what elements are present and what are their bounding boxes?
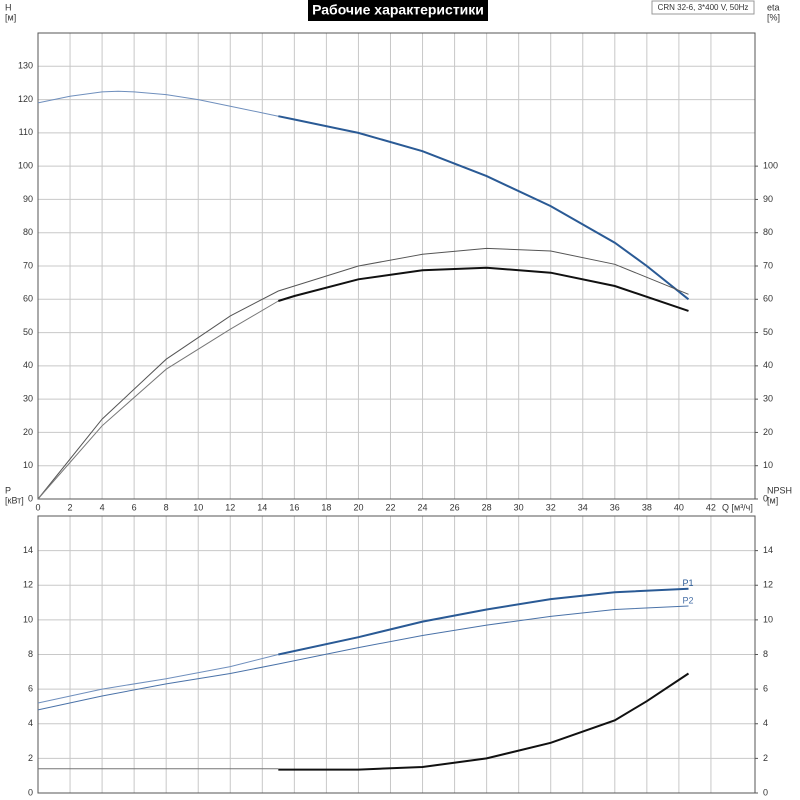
- curve: [37, 300, 279, 500]
- y-tick-label: 90: [23, 194, 33, 204]
- x-tick-label: 6: [132, 502, 137, 512]
- y-tick-label: 20: [23, 427, 33, 437]
- y-tick-label: 50: [23, 327, 33, 337]
- x-tick-label: 4: [100, 502, 105, 512]
- x-tick-label: 26: [450, 502, 460, 512]
- y-tick-label: 14: [23, 545, 33, 555]
- curve-label: P1: [683, 578, 694, 588]
- y-tick-label: 6: [28, 684, 33, 694]
- x-tick-label: 30: [514, 502, 524, 512]
- y2-tick-label: 90: [763, 194, 773, 204]
- y-tick-label: 40: [23, 360, 33, 370]
- y2-tick-label: 80: [763, 227, 773, 237]
- annotation-box: [651, 0, 755, 15]
- x-tick-label: 32: [546, 502, 556, 512]
- y-tick-label: 30: [23, 394, 33, 404]
- curve: [37, 90, 279, 117]
- plot-frame: [37, 32, 756, 500]
- x-tick-label: 14: [257, 502, 267, 512]
- y2-tick-label: 4: [763, 718, 768, 728]
- y2-axis-label: NPSH: [767, 485, 792, 495]
- x-tick-label: 18: [321, 502, 331, 512]
- y-tick-label: 70: [23, 260, 33, 270]
- y-tick-label: 120: [18, 94, 33, 104]
- y-tick-label: 100: [18, 161, 33, 171]
- y2-tick-label: 8: [763, 649, 768, 659]
- y2-tick-label: 0: [763, 493, 768, 503]
- annotation: CRN 32-6, 3*400 V, 50Hz: [658, 3, 749, 12]
- title-box: [308, 0, 488, 21]
- y-axis-label: H: [5, 2, 12, 12]
- y-axis-label: P: [5, 485, 11, 495]
- x-tick-label: 12: [225, 502, 235, 512]
- curve-label: P2: [683, 595, 694, 605]
- x-tick-label: 22: [385, 502, 395, 512]
- y2-tick-label: 12: [763, 580, 773, 590]
- y-axis-label: [кВт]: [5, 495, 24, 505]
- x-tick-label: 2: [68, 502, 73, 512]
- plot-frame: [37, 515, 756, 794]
- y2-axis-label: eta: [767, 2, 780, 12]
- curve: [278, 115, 690, 301]
- y2-tick-label: 50: [763, 327, 773, 337]
- y2-tick-label: 10: [763, 460, 773, 470]
- y-tick-label: 80: [23, 227, 33, 237]
- curve: [278, 266, 689, 312]
- x-tick-label: 38: [642, 502, 652, 512]
- x-tick-label: 16: [289, 502, 299, 512]
- y-tick-label: 10: [23, 460, 33, 470]
- y2-tick-label: 30: [763, 394, 773, 404]
- y2-axis-label: [м]: [767, 495, 778, 505]
- y2-tick-label: 10: [763, 614, 773, 624]
- curve: [37, 654, 279, 704]
- x-tick-label: 24: [418, 502, 428, 512]
- y-tick-label: 130: [18, 61, 33, 71]
- y-tick-label: 0: [28, 787, 33, 797]
- y-tick-label: 60: [23, 294, 33, 304]
- chart-title: Рабочие характеристики: [312, 2, 484, 18]
- y-tick-label: 110: [19, 127, 33, 137]
- curve: [37, 605, 689, 711]
- x-tick-label: 40: [674, 502, 684, 512]
- x-tick-label: 28: [482, 502, 492, 512]
- y-tick-label: 0: [28, 493, 33, 503]
- y2-tick-label: 2: [763, 753, 768, 763]
- curve: [278, 587, 689, 656]
- y2-tick-label: 14: [763, 545, 773, 555]
- y2-tick-label: 40: [763, 360, 773, 370]
- y2-tick-label: 60: [763, 294, 773, 304]
- y-tick-label: 12: [23, 580, 33, 590]
- y2-tick-label: 70: [763, 260, 773, 270]
- y-tick-label: 2: [28, 753, 33, 763]
- y-tick-label: 10: [23, 614, 33, 624]
- y2-tick-label: 0: [763, 787, 768, 797]
- x-tick-label: 0: [35, 502, 40, 512]
- curve: [37, 247, 689, 500]
- y-tick-label: 4: [28, 718, 33, 728]
- x-tick-label: 10: [193, 502, 203, 512]
- y-axis-label: [м]: [5, 12, 16, 22]
- x-tick-label: 20: [353, 502, 363, 512]
- y2-tick-label: 20: [763, 427, 773, 437]
- x-tick-label: 34: [578, 502, 588, 512]
- x-tick-label: 36: [610, 502, 620, 512]
- x-tick-label: 8: [164, 502, 169, 512]
- curve: [278, 672, 690, 771]
- y-tick-label: 8: [28, 649, 33, 659]
- x-tick-label: 42: [706, 502, 716, 512]
- y2-tick-label: 100: [763, 161, 778, 171]
- y2-tick-label: 6: [763, 684, 768, 694]
- y2-axis-label: [%]: [767, 12, 780, 22]
- x-axis-label: Q [м³/ч]: [722, 502, 753, 512]
